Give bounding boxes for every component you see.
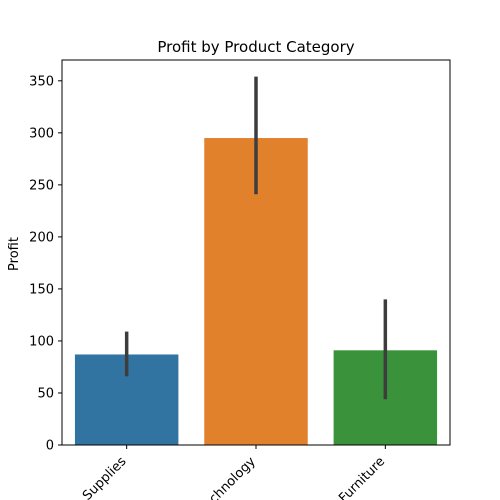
chart-title: Profit by Product Category	[157, 38, 354, 56]
y-tick-label-5: 250	[29, 178, 54, 193]
y-axis-label: Profit	[7, 237, 22, 271]
y-tick-label-6: 300	[29, 126, 54, 141]
y-tick-label-3: 150	[29, 282, 54, 297]
y-tick-label-4: 200	[29, 230, 54, 245]
y-tick-label-7: 350	[29, 74, 54, 89]
y-tick-label-0: 0	[46, 439, 54, 454]
y-tick-label-1: 50	[37, 386, 54, 401]
y-tick-label-2: 100	[29, 334, 54, 349]
